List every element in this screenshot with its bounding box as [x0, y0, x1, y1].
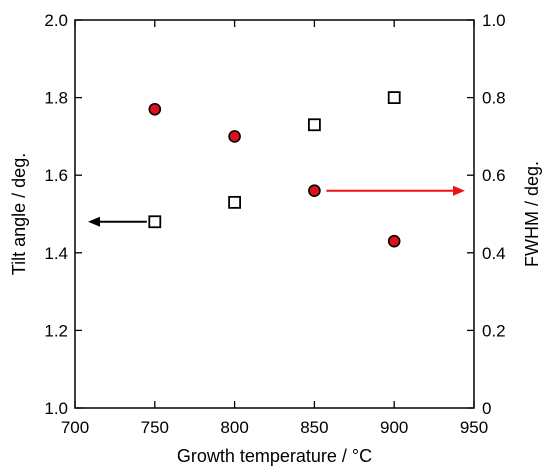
ticks: [74, 19, 475, 409]
y-left-tick-label: 1.4: [44, 244, 68, 263]
y-right-tick-label: 0.4: [482, 244, 506, 263]
x-tick-label: 900: [380, 418, 408, 437]
x-tick-label: 850: [300, 418, 328, 437]
left-arrow-head: [88, 216, 100, 227]
fwhm-point: [308, 184, 321, 198]
fwhm-point: [387, 234, 401, 248]
x-tick-label: 950: [460, 418, 488, 437]
plot-frame: [74, 19, 475, 409]
y-left-axis-title: Tilt angle / deg.: [9, 153, 29, 275]
y-left-tick-label: 1.0: [44, 399, 68, 418]
right-arrow-head: [453, 185, 465, 196]
y-right-axis-title: FWHM / deg.: [522, 161, 542, 267]
annotations-layer: [88, 185, 465, 227]
tilt-angle-point: [307, 118, 321, 132]
fwhm-point: [148, 102, 162, 116]
series-layer: [148, 91, 401, 248]
tilt-angle-point: [148, 215, 162, 229]
y-right-tick-label: 0: [482, 399, 491, 418]
tick-labels: 700 750 800 850 900 950 1.0 1.2 1.4 1.6 1.8 2.0 0 0.2…: [44, 11, 505, 437]
x-tick-label: 800: [220, 418, 248, 437]
fwhm-point: [228, 130, 241, 143]
tilt-angle-point: [387, 91, 401, 104]
y-left-tick-label: 2.0: [44, 11, 68, 30]
tilt-angle-point: [228, 195, 242, 209]
x-tick-label: 700: [61, 418, 89, 437]
y-right-tick-label: 0.2: [482, 321, 506, 340]
y-right-tick-label: 0.6: [482, 166, 506, 185]
y-left-tick-label: 1.8: [44, 89, 68, 108]
y-right-tick-label: 0.8: [482, 89, 506, 108]
x-axis-title: Growth temperature / °C: [177, 446, 372, 466]
y-left-tick-label: 1.2: [44, 321, 68, 340]
x-tick-label: 750: [141, 418, 169, 437]
y-right-tick-label: 1.0: [482, 11, 506, 30]
y-left-tick-label: 1.6: [44, 166, 68, 185]
